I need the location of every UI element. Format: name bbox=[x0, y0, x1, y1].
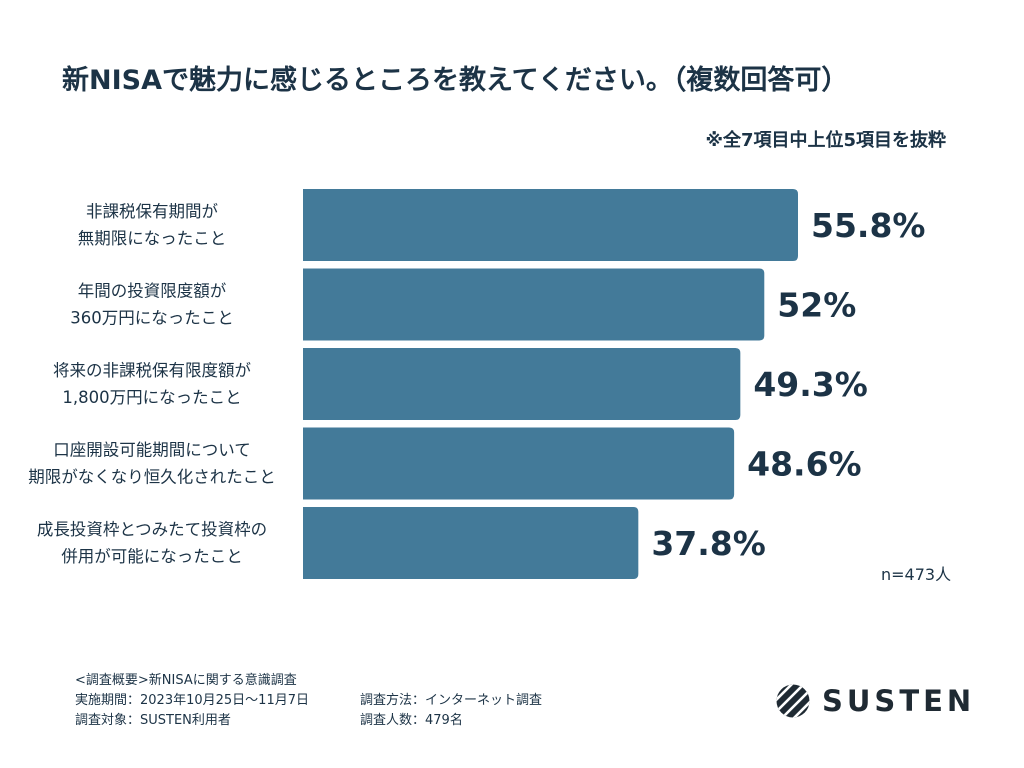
category-label-4-0: 成長投資枠とつみたて投資枠の bbox=[37, 520, 267, 539]
brand-logo: SUSTEN bbox=[776, 684, 975, 718]
category-label-0-0: 非課税保有期間が bbox=[86, 202, 219, 221]
category-label-2-0: 将来の非課税保有限度額が bbox=[53, 361, 252, 380]
survey-method: 調査方法：インターネット調査 bbox=[360, 693, 543, 708]
survey-target: 調査対象：SUSTEN利用者 bbox=[75, 713, 231, 728]
chart-title: 新NISAで魅力に感じるところを教えてください。（複数回答可） bbox=[62, 65, 849, 96]
survey-respondents: 調査人数：479名 bbox=[360, 713, 463, 728]
bar-3 bbox=[303, 427, 735, 500]
bar-0 bbox=[303, 189, 798, 261]
category-label-1-0: 年間の投資限度額が bbox=[78, 282, 227, 301]
category-label-4-1: 併用が可能になったこと bbox=[61, 547, 243, 566]
survey-period: 実施期間：2023年10月25日〜11月7日 bbox=[75, 693, 309, 708]
bar-2 bbox=[303, 348, 741, 420]
category-label-0-1: 無期限になったこと bbox=[78, 229, 227, 248]
survey-summary: <調査概要>新NISAに関する意識調査 実施期間：2023年10月25日〜11月… bbox=[75, 671, 542, 731]
bar-4 bbox=[303, 507, 639, 579]
susten-logo-icon bbox=[776, 684, 810, 718]
category-label-3-0: 口座開設可能期間について bbox=[53, 441, 251, 460]
survey-title: <調査概要>新NISAに関する意識調査 bbox=[75, 673, 297, 688]
value-label-3: 48.6% bbox=[747, 445, 862, 484]
value-label-1: 52% bbox=[777, 286, 856, 325]
bar-1 bbox=[303, 268, 765, 341]
category-label-2-1: 1,800万円になったこと bbox=[62, 388, 241, 407]
category-label-1-1: 360万円になったこと bbox=[70, 309, 234, 328]
category-label-3-1: 期限がなくなり恒久化されたこと bbox=[28, 468, 276, 487]
chart-note: ※全7項目中上位5項目を抜粋 bbox=[705, 130, 946, 151]
sample-size-label: n=473人 bbox=[881, 565, 952, 584]
value-label-2: 49.3% bbox=[753, 365, 868, 404]
value-label-4: 37.8% bbox=[651, 524, 766, 563]
brand-name: SUSTEN bbox=[822, 684, 976, 718]
value-label-0: 55.8% bbox=[811, 206, 926, 245]
